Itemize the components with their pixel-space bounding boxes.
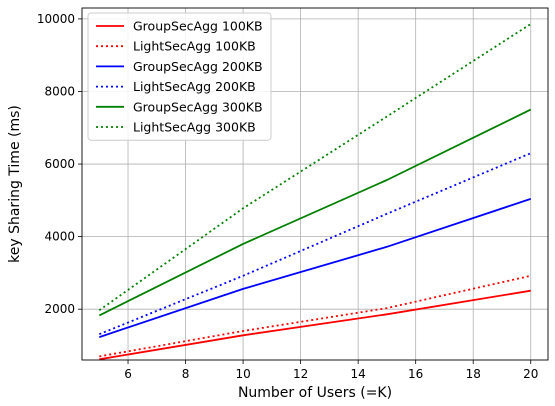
x-tick-label: 18 [466, 367, 481, 381]
legend-label: LightSecAgg 100KB [133, 39, 256, 54]
x-tick-label: 8 [182, 367, 190, 381]
series-line [98, 108, 532, 317]
legend-box [87, 12, 272, 141]
legend-label: LightSecAgg 300KB [133, 120, 256, 135]
legend-label: GroupSecAgg 300KB [133, 99, 263, 114]
series-layer [98, 23, 532, 361]
legend-label: GroupSecAgg 200KB [133, 59, 263, 74]
plot-frame [81, 7, 549, 361]
x-tick-label: 16 [408, 367, 423, 381]
series-line [99, 198, 531, 338]
legend-label: LightSecAgg 200KB [133, 79, 256, 94]
y-tick-label: 2000 [44, 302, 75, 316]
x-axis-label: Number of Users (=K) [238, 385, 392, 401]
y-tick-label: 4000 [44, 230, 75, 244]
y-tick-label: 10000 [37, 12, 75, 26]
axis-ticks: 6 8 10 12 14 16 18 20 2000 4000 6000 8000 10000 [37, 12, 539, 381]
y-tick-label: 8000 [44, 84, 75, 98]
y-axis-label: key Sharing Time (ms) [7, 105, 23, 263]
x-tick-label: 20 [523, 367, 538, 381]
series-line [99, 289, 531, 361]
x-tick-label: 12 [293, 367, 308, 381]
legend-label: GroupSecAgg 100KB [133, 19, 263, 34]
x-tick-label: 10 [235, 367, 250, 381]
series-line [98, 23, 532, 312]
x-tick-label: 14 [351, 367, 366, 381]
legend: GroupSecAgg 100KB LightSecAgg 100KB GroupS… [87, 12, 272, 141]
x-tick-label: 6 [124, 367, 132, 381]
series-line [99, 274, 531, 358]
y-tick-label: 6000 [44, 157, 75, 171]
